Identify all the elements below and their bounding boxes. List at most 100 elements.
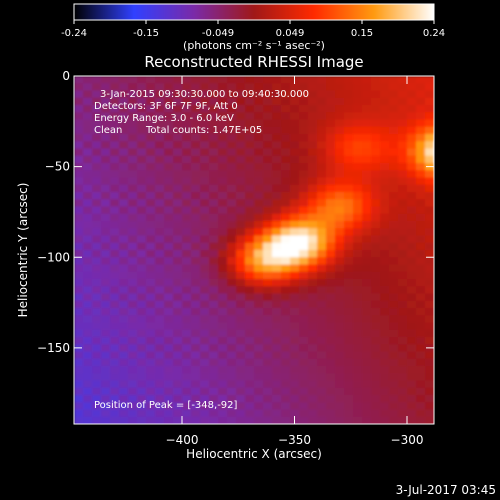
heatmap-cell	[128, 322, 138, 331]
heatmap-cell	[299, 221, 309, 229]
heatmap-cell	[191, 286, 201, 295]
heatmap-cell	[254, 358, 264, 367]
heatmap-cell	[146, 373, 156, 382]
heatmap-cell	[110, 308, 120, 316]
heatmap-cell	[227, 358, 237, 367]
heatmap-cell	[236, 409, 246, 418]
heatmap-cell	[398, 300, 408, 309]
heatmap-cell	[227, 199, 237, 208]
heatmap-cell	[344, 83, 354, 92]
heatmap-cell	[74, 184, 84, 193]
heatmap-cell	[110, 192, 120, 200]
heatmap-cell	[173, 344, 183, 353]
heatmap-cell	[227, 213, 237, 222]
heatmap-cell	[236, 213, 246, 222]
heatmap-cell	[308, 83, 318, 92]
heatmap-cell	[110, 155, 120, 164]
heatmap-cell	[371, 424, 381, 432]
heatmap-cell	[119, 177, 129, 186]
heatmap-cell	[371, 134, 381, 142]
heatmap-cell	[137, 221, 147, 229]
heatmap-cell	[110, 76, 120, 84]
heatmap-cell	[281, 221, 291, 229]
heatmap-cell	[281, 300, 291, 309]
heatmap-cell	[146, 395, 156, 403]
heatmap-cell	[317, 409, 327, 418]
heatmap-cell	[281, 286, 291, 295]
heatmap-cell	[200, 250, 210, 258]
heatmap-cell	[272, 155, 282, 164]
heatmap-cell	[425, 264, 434, 273]
heatmap-cell	[434, 257, 444, 265]
heatmap-cell	[209, 155, 219, 164]
heatmap-cell	[263, 119, 273, 128]
heatmap-cell	[299, 402, 309, 411]
heatmap-cell	[398, 155, 408, 164]
heatmap-cell	[119, 358, 129, 367]
annotation-peak: Position of Peak = [-348,-92]	[94, 400, 238, 411]
heatmap-cell	[245, 322, 255, 331]
heatmap-cell	[119, 199, 129, 208]
heatmap-cell	[290, 366, 300, 374]
heatmap-cell	[272, 184, 282, 193]
heatmap-cell	[362, 206, 372, 215]
heatmap-cell	[398, 141, 408, 150]
colorbar-tick-label: -0.24	[61, 28, 87, 39]
heatmap-cell	[335, 358, 345, 367]
heatmap-cell	[191, 416, 201, 424]
heatmap-cell	[137, 119, 147, 128]
heatmap-cell	[128, 257, 138, 266]
heatmap-cell	[227, 134, 237, 142]
heatmap-cell	[389, 351, 399, 360]
heatmap-cell	[371, 279, 381, 287]
heatmap-cell	[173, 76, 183, 84]
heatmap-cell	[290, 119, 300, 128]
heatmap-cell	[254, 126, 264, 135]
heatmap-cell	[272, 97, 282, 106]
heatmap-cell	[200, 373, 210, 382]
heatmap-cell	[344, 271, 354, 280]
heatmap-cell	[389, 315, 399, 324]
heatmap-cell	[155, 228, 165, 237]
heatmap-cell	[335, 329, 345, 338]
heatmap-cell	[344, 257, 354, 266]
heatmap-cell	[407, 300, 417, 309]
heatmap-cell	[344, 206, 354, 215]
heatmap-cell	[209, 279, 219, 287]
heatmap-cell	[218, 192, 228, 200]
heatmap-cell	[110, 264, 120, 273]
heatmap-cell	[101, 409, 111, 418]
heatmap-cell	[146, 293, 156, 302]
heatmap-cell	[308, 293, 318, 302]
heatmap-cell	[416, 344, 426, 353]
heatmap-cell	[425, 366, 434, 374]
heatmap-cell	[101, 90, 111, 99]
heatmap-cell	[326, 395, 336, 403]
heatmap-cell	[362, 380, 372, 389]
heatmap-cell	[272, 351, 282, 360]
heatmap-cell	[83, 351, 93, 360]
heatmap-cell	[173, 293, 183, 302]
heatmap-cell	[83, 177, 93, 186]
heatmap-cell	[83, 148, 93, 157]
heatmap-cell	[164, 228, 174, 237]
heatmap-cell	[290, 250, 300, 258]
heatmap-cell	[191, 213, 201, 222]
heatmap-cell	[272, 112, 282, 121]
heatmap-cell	[389, 184, 399, 193]
heatmap-cell	[110, 337, 120, 345]
heatmap-cell	[128, 337, 138, 345]
heatmap-cell	[434, 199, 444, 207]
heatmap-cell	[317, 141, 327, 150]
heatmap-cell	[263, 199, 273, 208]
heatmap-cell	[326, 155, 336, 164]
heatmap-cell	[389, 192, 399, 200]
heatmap-cell	[326, 344, 336, 353]
heatmap-cell	[155, 119, 165, 128]
heatmap-cell	[209, 112, 219, 121]
heatmap-cell	[191, 293, 201, 302]
heatmap-cell	[236, 199, 246, 208]
heatmap-cell	[317, 206, 327, 215]
heatmap-cell	[281, 402, 291, 411]
heatmap-cell	[263, 213, 273, 222]
